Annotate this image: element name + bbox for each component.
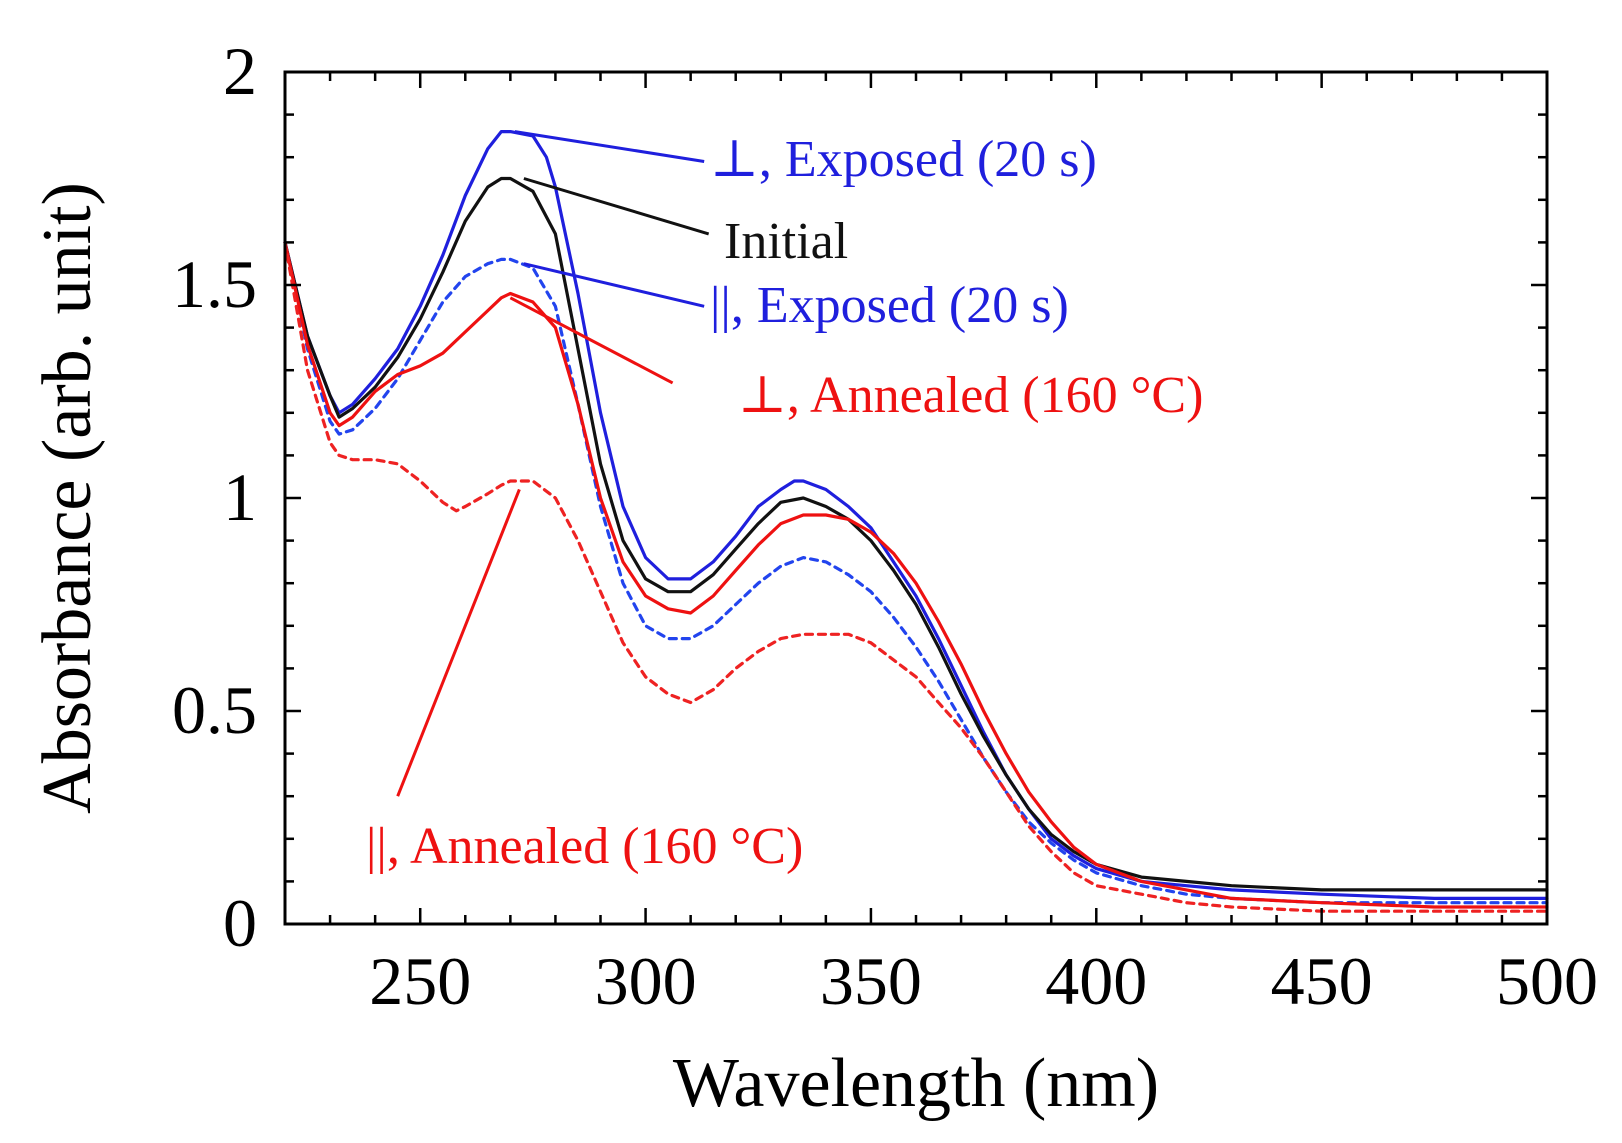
y-tick-label-1.5: 1.5 — [172, 246, 257, 322]
annotation-leader-2 — [523, 177, 710, 236]
y-tick-labels: 0 0.5 1 1.5 2 — [172, 33, 257, 961]
x-tick-label-450: 450 — [1271, 943, 1373, 1019]
annotation-leader-4 — [509, 296, 674, 385]
series-line-5-annealed-160-c — [283, 240, 1549, 913]
x-axis-title: Wavelength (nm) — [673, 1045, 1159, 1122]
y-tick-label-0: 0 — [223, 885, 257, 961]
x-tick-label-400: 400 — [1045, 943, 1147, 1019]
annotation-leaders — [396, 130, 710, 797]
series-line-2-initial — [283, 176, 1549, 892]
y-axis-title: Absorbance (arb. unit) — [29, 182, 106, 814]
annotation-initial: Initial — [724, 213, 848, 270]
y-tick-label-2: 2 — [223, 33, 257, 109]
annotation-leader-3 — [523, 262, 705, 308]
series-line-3-exposed-20-s — [283, 240, 1549, 905]
x-tick-label-500: 500 — [1496, 943, 1598, 1019]
annotation-perp-exposed: ⊥, Exposed (20 s) — [710, 131, 1097, 188]
annotation-leader-5 — [396, 488, 521, 797]
x-tick-label-350: 350 — [820, 943, 922, 1019]
x-tick-label-250: 250 — [369, 943, 471, 1019]
series-layer — [283, 130, 1549, 913]
y-tick-label-0.5: 0.5 — [172, 672, 257, 748]
y-tick-label-1: 1 — [223, 459, 257, 535]
series-line-4-annealed-160-c — [283, 240, 1549, 909]
x-tick-labels: 250 300 350 400 450 500 — [369, 943, 1598, 1019]
x-tick-label-300: 300 — [595, 943, 697, 1019]
series-line-1-exposed-20-s — [283, 130, 1549, 901]
annotation-leader-1 — [514, 130, 705, 163]
annotation-par-annealed: ||, Annealed (160 °C) — [366, 818, 803, 875]
annotation-par-exposed: ||, Exposed (20 s) — [710, 277, 1069, 334]
axis-ticks — [285, 70, 1549, 926]
annotation-perp-annealed: ⊥, Annealed (160 °C) — [738, 367, 1203, 424]
